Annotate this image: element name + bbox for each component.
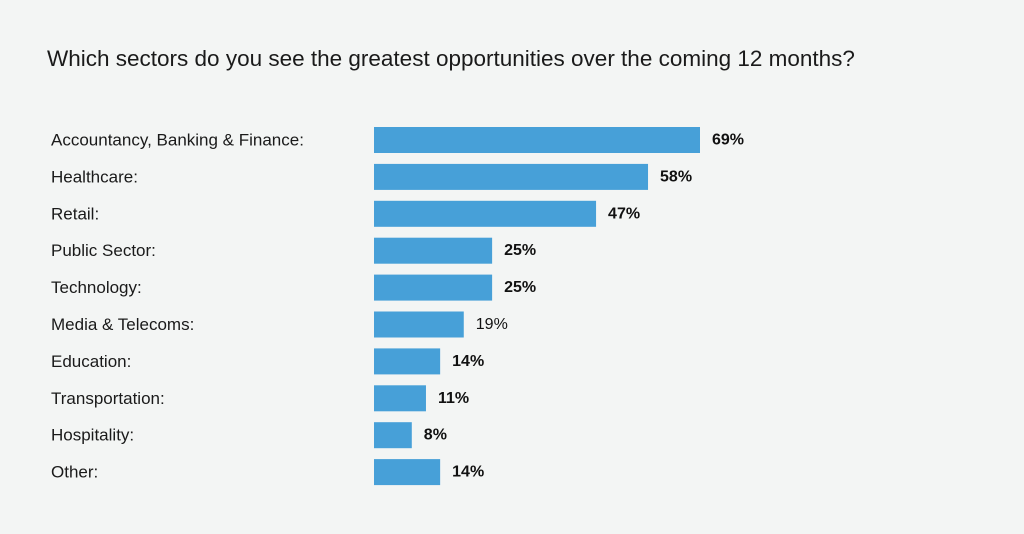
category-label: Transportation: — [51, 389, 165, 408]
category-label: Hospitality: — [51, 426, 134, 445]
bar — [374, 127, 700, 153]
category-label: Technology: — [51, 278, 142, 297]
value-label: 19% — [476, 316, 508, 333]
bar — [374, 237, 493, 264]
category-label: Retail: — [51, 204, 99, 223]
category-label: Accountancy, Banking & Finance: — [51, 131, 304, 150]
bar — [374, 311, 464, 338]
bar — [374, 200, 597, 227]
category-label: Healthcare: — [51, 167, 138, 186]
value-label: 14% — [452, 353, 484, 370]
bar — [374, 422, 412, 449]
category-label: Media & Telecoms: — [51, 315, 194, 334]
value-label: 8% — [424, 427, 447, 444]
chart-title: Which sectors do you see the greatest op… — [47, 46, 855, 71]
value-label: 58% — [660, 168, 692, 185]
category-label: Education: — [51, 352, 131, 371]
category-label: Other: — [51, 463, 98, 482]
bar — [374, 348, 441, 375]
value-label: 47% — [608, 205, 640, 222]
value-label: 14% — [452, 464, 484, 481]
value-label: 11% — [438, 390, 469, 407]
value-label: 25% — [504, 279, 536, 296]
value-label: 25% — [504, 242, 536, 259]
bar — [374, 274, 493, 301]
bar — [374, 385, 426, 412]
bar — [374, 459, 441, 486]
category-label: Public Sector: — [51, 241, 156, 260]
bar — [374, 163, 649, 190]
value-label: 69% — [712, 132, 744, 149]
